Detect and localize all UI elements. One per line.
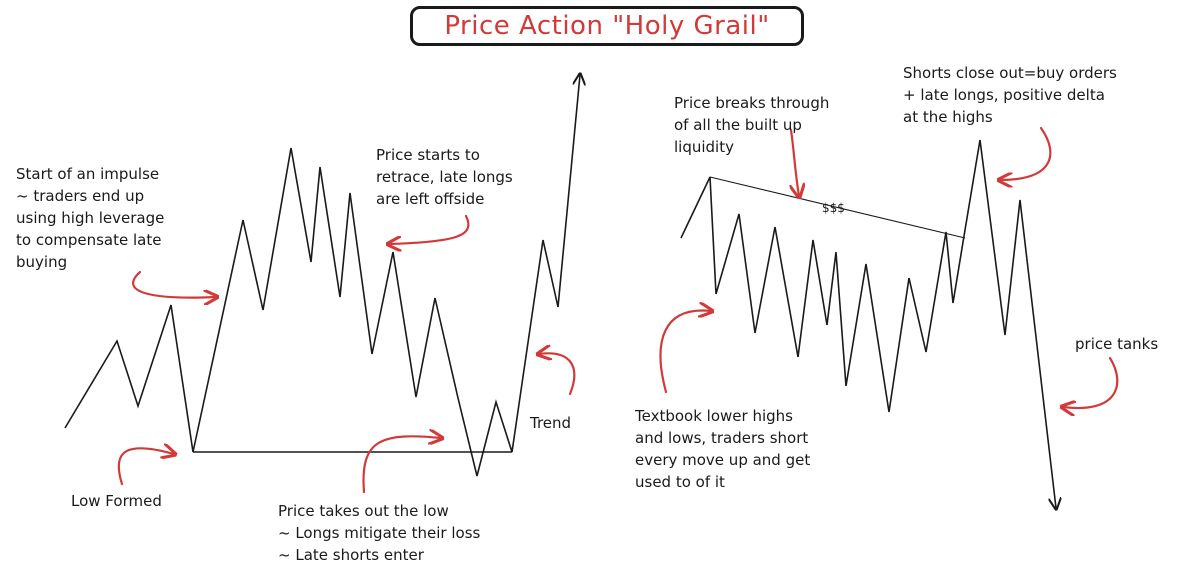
liquidity-trendline <box>709 176 966 239</box>
right-price-path <box>680 139 1056 508</box>
annotation-low-formed: Low Formed <box>71 492 162 510</box>
annotation-impulse: Start of an impulse ~ traders end up usi… <box>16 165 165 271</box>
arrow-price-tanks <box>1063 356 1119 408</box>
annotation-breaks-through: Price breaks through of all the built up… <box>674 94 830 156</box>
liquidity-label: $$$ <box>822 201 845 215</box>
annotation-textbook: Textbook lower highs and lows, traders s… <box>635 407 811 491</box>
arrow-retrace <box>389 214 470 244</box>
left-price-path <box>64 75 580 477</box>
arrow-breaks-through <box>791 128 799 196</box>
annotation-shorts-close: Shorts close out=buy orders + late longs… <box>903 64 1117 126</box>
arrow-impulse <box>132 270 216 298</box>
arrow-takes-out-low <box>362 436 441 494</box>
annotation-takes-out-low: Price takes out the low ~ Longs mitigate… <box>278 502 481 564</box>
annotation-retrace: Price starts to retrace, late longs are … <box>376 146 513 208</box>
annotation-price-tanks: price tanks <box>1075 335 1159 353</box>
annotation-trend: Trend <box>530 414 572 432</box>
arrow-shorts-close <box>1000 126 1052 180</box>
title-box: Price Action "Holy Grail" <box>410 6 804 46</box>
arrow-textbook <box>659 311 711 394</box>
arrow-low-formed <box>117 448 174 486</box>
arrow-trend <box>539 353 576 396</box>
page-title: Price Action "Holy Grail" <box>444 11 770 41</box>
